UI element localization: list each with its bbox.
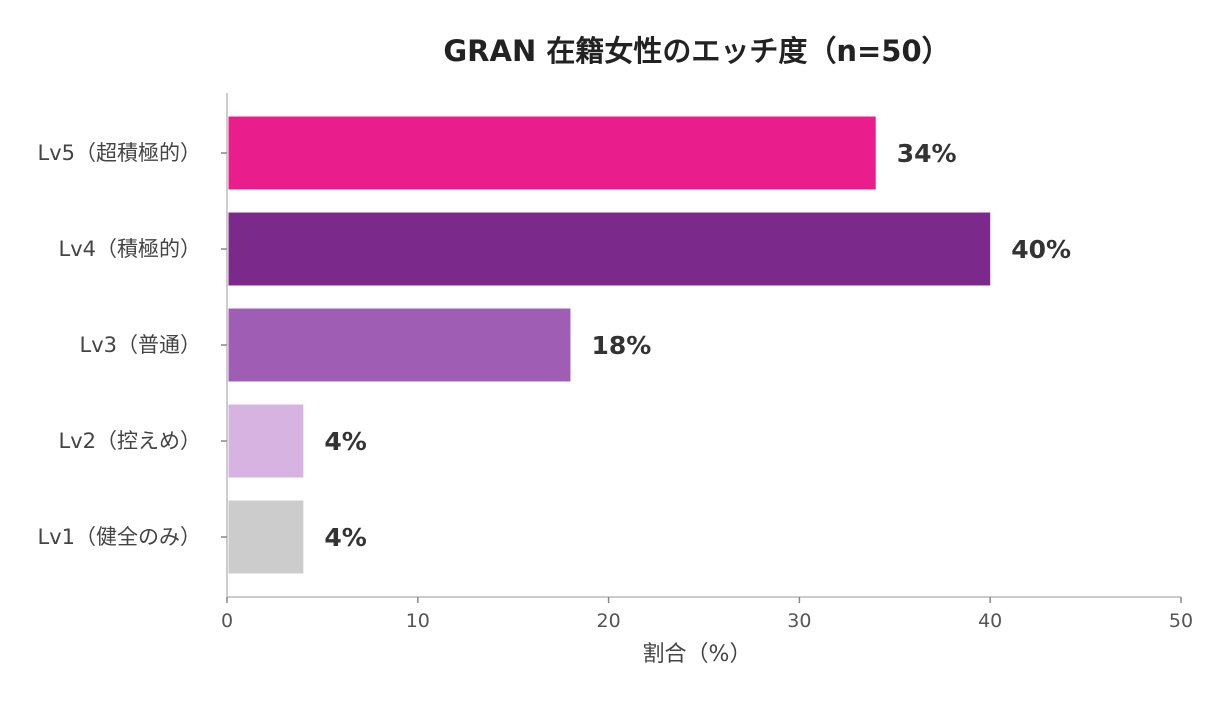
category-label-5: Lv5（超積極的） [38, 141, 202, 165]
x-tick-label-20: 20 [597, 610, 621, 632]
x-tick-label-40: 40 [978, 610, 1002, 632]
category-label-3: Lv3（普通） [80, 333, 202, 357]
bar-1 [228, 500, 304, 574]
x-tick-label-50: 50 [1169, 610, 1193, 632]
x-tick-label-10: 10 [406, 610, 430, 632]
x-tick-label-0: 0 [221, 610, 233, 632]
x-axis-label: 割合（%） [643, 642, 752, 667]
data-label-1: 4% [324, 523, 366, 552]
data-label-3: 18% [591, 331, 651, 360]
bar-5 [228, 116, 876, 190]
bar-3 [228, 308, 571, 382]
bar-2 [228, 404, 304, 478]
data-label-5: 34% [897, 139, 957, 168]
category-label-4: Lv4（積極的） [59, 237, 202, 261]
bar-4 [228, 212, 991, 286]
x-tick-label-30: 30 [787, 610, 811, 632]
ticks-layer: Lv5（超積極的） Lv4（積極的） Lv3（普通） Lv2（控えめ） Lv1（健全のみ… [38, 141, 1194, 632]
category-label-1: Lv1（健全のみ） [38, 525, 202, 549]
bars-layer: 34% 40% 18% 4% 4% [228, 116, 1071, 574]
category-label-2: Lv2（控えめ） [59, 429, 202, 453]
chart-title: GRAN 在籍女性のエッチ度（n=50） [443, 34, 950, 68]
data-label-2: 4% [324, 427, 366, 456]
data-label-4: 40% [1011, 235, 1071, 264]
